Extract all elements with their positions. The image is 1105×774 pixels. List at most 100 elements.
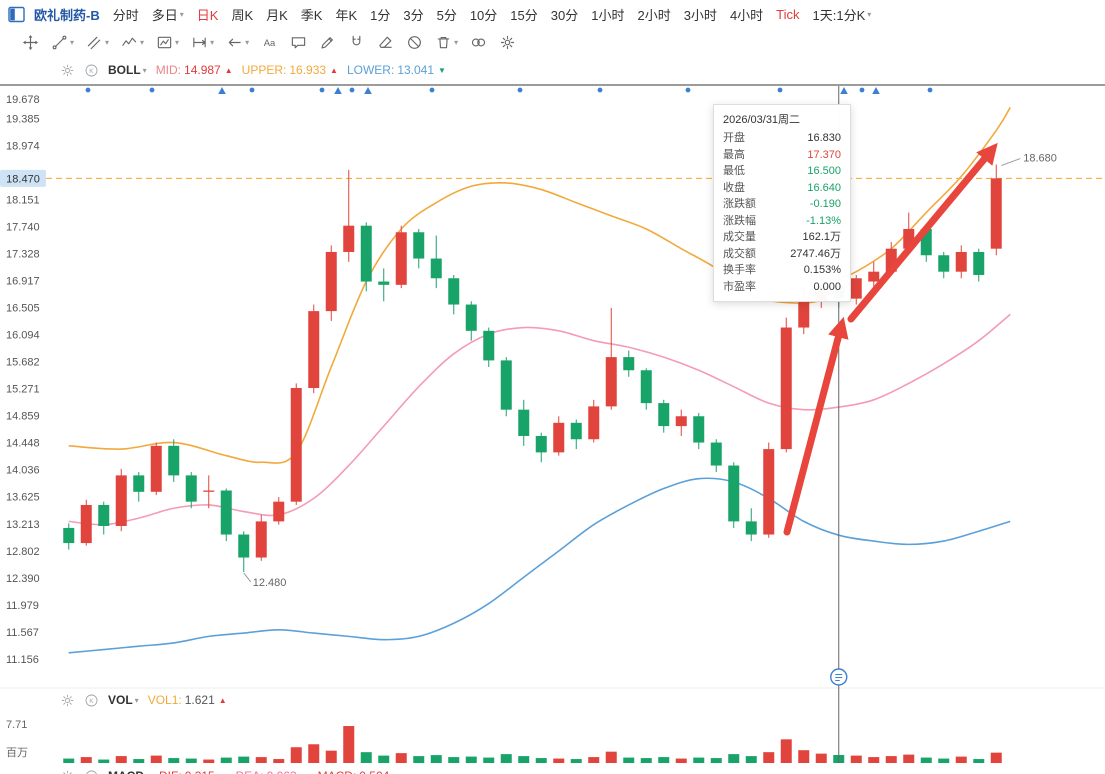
candle-3[interactable]: [115, 475, 127, 526]
volume-bar-43[interactable]: [815, 753, 827, 763]
period-tab-4小时[interactable]: 4小时: [729, 7, 764, 23]
candle-33[interactable]: [640, 370, 652, 404]
pattern-tool-icon[interactable]: ▾: [156, 34, 179, 51]
candle-52[interactable]: [973, 251, 985, 275]
volume-bar-9[interactable]: [220, 757, 232, 763]
eraser-tool-icon[interactable]: [377, 34, 394, 51]
volume-bar-27[interactable]: [535, 758, 547, 763]
macd-settings-icon[interactable]: [60, 769, 75, 774]
candle-10[interactable]: [238, 534, 250, 558]
volume-bar-46[interactable]: [868, 757, 880, 763]
candle-41[interactable]: [780, 327, 792, 450]
volume-bar-34[interactable]: [658, 757, 670, 763]
candle-12[interactable]: [273, 501, 285, 522]
boll-kline-icon[interactable]: K: [84, 63, 99, 78]
candle-51[interactable]: [955, 251, 967, 272]
link-tool-icon[interactable]: [470, 34, 487, 51]
settings-tool-icon[interactable]: [499, 34, 516, 51]
volume-bar-52[interactable]: [973, 759, 985, 763]
event-dot-icon[interactable]: [777, 87, 783, 93]
candle-42[interactable]: [798, 301, 810, 328]
event-dot-icon[interactable]: [149, 87, 155, 93]
event-triangle-icon[interactable]: [334, 87, 342, 94]
macd-indicator-name[interactable]: MACD ▾: [108, 769, 150, 774]
vol-kline-icon[interactable]: K: [84, 693, 99, 708]
vol-indicator-name[interactable]: VOL ▾: [108, 693, 139, 707]
panel-toggle-icon[interactable]: [8, 6, 25, 23]
period-tab-3小时[interactable]: 3小时: [683, 7, 717, 23]
wave-tool-icon[interactable]: ▾: [121, 34, 144, 51]
event-dot-icon[interactable]: [685, 87, 691, 93]
candle-50[interactable]: [938, 255, 950, 272]
candle-46[interactable]: [868, 271, 880, 282]
period-tab-30分[interactable]: 30分: [550, 7, 579, 23]
arrow-left-tool-icon[interactable]: ▾: [226, 34, 249, 51]
event-triangle-icon[interactable]: [364, 87, 372, 94]
volume-bar-42[interactable]: [798, 750, 810, 763]
candle-22[interactable]: [448, 278, 460, 305]
volume-bar-0[interactable]: [63, 758, 75, 763]
period-tab-月K[interactable]: 月K: [266, 7, 288, 23]
candle-15[interactable]: [325, 251, 337, 312]
candle-20[interactable]: [413, 232, 425, 259]
candle-32[interactable]: [623, 357, 635, 371]
candle-31[interactable]: [605, 357, 617, 407]
volume-bar-48[interactable]: [903, 754, 915, 763]
volume-bar-21[interactable]: [430, 755, 442, 763]
candle-5[interactable]: [150, 445, 162, 492]
volume-bar-28[interactable]: [553, 758, 565, 763]
magnet-tool-icon[interactable]: [348, 34, 365, 51]
measure-tool-icon[interactable]: ▾: [191, 34, 214, 51]
candle-40[interactable]: [763, 449, 775, 535]
candle-27[interactable]: [535, 435, 547, 453]
volume-bar-45[interactable]: [850, 755, 862, 763]
event-dot-icon[interactable]: [597, 87, 603, 93]
drawn-arrow-1[interactable]: [783, 316, 849, 536]
volume-bar-2[interactable]: [98, 759, 110, 763]
volume-bar-12[interactable]: [273, 759, 285, 763]
pan-tool-icon[interactable]: [22, 34, 39, 51]
volume-bar-51[interactable]: [955, 756, 967, 763]
event-dot-icon[interactable]: [429, 87, 435, 93]
volume-layer[interactable]: [63, 726, 1002, 763]
candle-29[interactable]: [570, 422, 582, 440]
event-triangle-icon[interactable]: [872, 87, 880, 94]
volume-bar-24[interactable]: [483, 757, 495, 763]
volume-bar-20[interactable]: [413, 756, 425, 763]
candle-1[interactable]: [80, 504, 92, 544]
volume-bar-13[interactable]: [290, 747, 302, 763]
volume-bar-3[interactable]: [115, 756, 127, 763]
candle-28[interactable]: [553, 422, 565, 453]
candle-25[interactable]: [500, 360, 512, 410]
event-dot-icon[interactable]: [927, 87, 933, 93]
candle-36[interactable]: [693, 416, 705, 443]
volume-bar-5[interactable]: [150, 755, 162, 763]
trend-line-tool-icon[interactable]: ▾: [51, 34, 74, 51]
volume-bar-22[interactable]: [448, 757, 460, 763]
volume-bar-40[interactable]: [763, 752, 775, 763]
volume-bar-49[interactable]: [920, 757, 932, 763]
text-tool-icon[interactable]: Aa: [261, 34, 278, 51]
volume-bar-32[interactable]: [623, 757, 635, 763]
event-dot-icon[interactable]: [859, 87, 865, 93]
candle-24[interactable]: [483, 330, 495, 361]
volume-bar-11[interactable]: [255, 757, 267, 763]
volume-bar-16[interactable]: [343, 726, 355, 763]
candles-layer[interactable]: [63, 164, 1002, 572]
drawn-arrow-2[interactable]: [847, 142, 998, 323]
candle-35[interactable]: [675, 416, 687, 427]
volume-bar-8[interactable]: [203, 759, 215, 763]
candle-45[interactable]: [850, 278, 862, 299]
volume-bar-23[interactable]: [465, 756, 477, 763]
volume-bar-37[interactable]: [710, 758, 722, 763]
volume-bar-47[interactable]: [885, 756, 897, 763]
candle-16[interactable]: [343, 225, 355, 252]
period-tab-3分[interactable]: 3分: [403, 7, 424, 23]
volume-bar-19[interactable]: [395, 753, 407, 763]
volume-bar-7[interactable]: [185, 758, 197, 763]
ban-tool-icon[interactable]: [406, 34, 423, 51]
volume-bar-18[interactable]: [378, 755, 390, 763]
volume-bar-15[interactable]: [325, 750, 337, 763]
event-triangle-icon[interactable]: [840, 87, 848, 94]
candle-6[interactable]: [168, 445, 180, 476]
